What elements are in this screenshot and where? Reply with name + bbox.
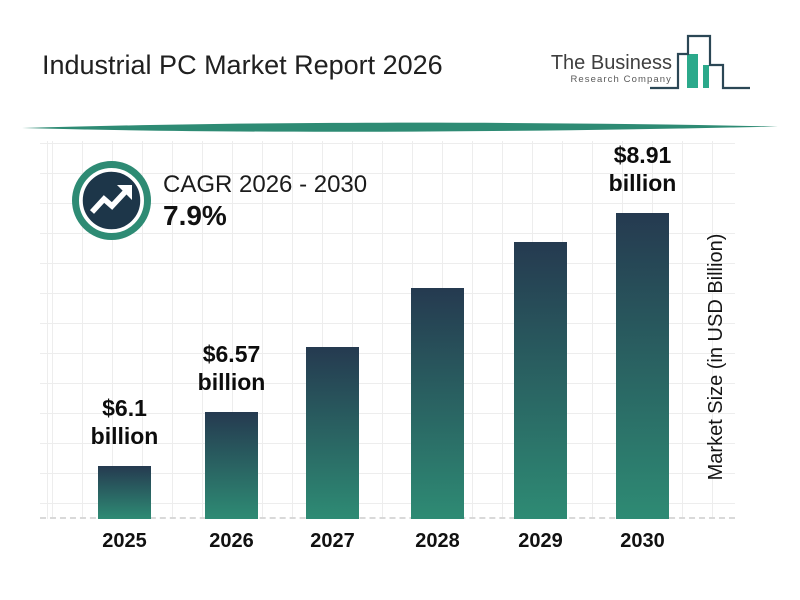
x-tick-2029: 2029 xyxy=(518,530,563,552)
y-axis-label: Market Size (in USD Billion) xyxy=(705,233,727,481)
logo-company-subtitle: Research Company xyxy=(570,74,672,85)
bar-2028 xyxy=(411,288,464,519)
bar-chart-skyline-icon xyxy=(650,34,750,90)
cagr-value: 7.9% xyxy=(163,200,227,231)
company-logo: The Business Research Company xyxy=(551,52,672,85)
trending-up-icon xyxy=(72,161,151,240)
page-title: Industrial PC Market Report 2026 xyxy=(42,50,443,80)
bar-value-label-2030: $8.91 billion xyxy=(608,142,677,196)
bar-value-label-2025: $6.1 billion xyxy=(90,395,159,449)
cagr-label: CAGR 2026 - 2030 xyxy=(163,171,368,198)
x-tick-2030: 2030 xyxy=(620,530,665,552)
bar-2029 xyxy=(514,242,567,519)
x-tick-2027: 2027 xyxy=(310,530,355,552)
x-tick-2025: 2025 xyxy=(102,530,147,552)
bar-2025 xyxy=(98,466,151,519)
bar-value-label-2026: $6.57 billion xyxy=(197,341,266,395)
bar-2030 xyxy=(616,213,669,519)
x-tick-2028: 2028 xyxy=(415,530,460,552)
x-tick-2026: 2026 xyxy=(209,530,254,552)
divider-swoosh xyxy=(22,122,778,132)
bar-2027 xyxy=(306,347,359,519)
logo-company-name: The Business xyxy=(550,52,672,74)
bar-2026 xyxy=(205,412,258,519)
x-axis-baseline xyxy=(40,517,735,519)
